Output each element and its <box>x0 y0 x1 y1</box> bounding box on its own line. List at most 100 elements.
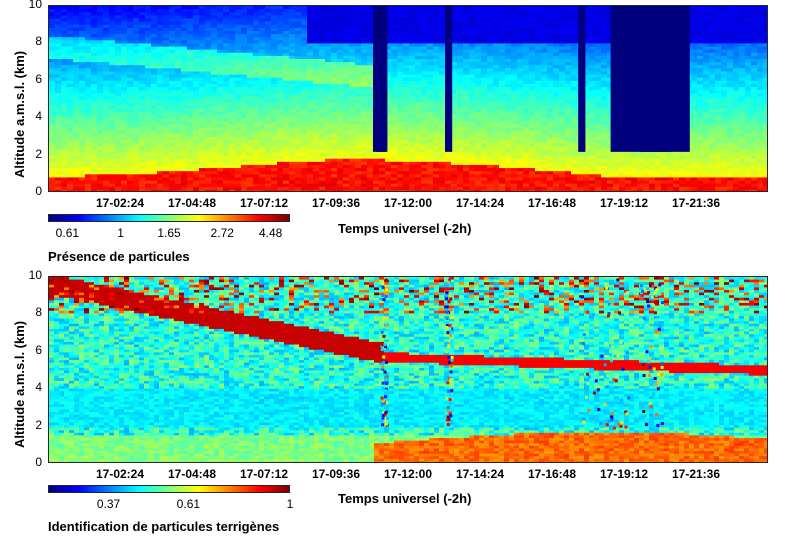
presence-cell <box>187 130 194 135</box>
presence-cell <box>307 189 314 191</box>
presence-cell <box>415 189 422 191</box>
presence-cell <box>49 58 56 63</box>
presence-cell <box>103 189 110 191</box>
presence-cell <box>361 171 368 175</box>
presence-cell <box>301 46 308 51</box>
presence-cell <box>475 77 482 82</box>
presence-cell <box>157 65 164 69</box>
presence-cell <box>55 52 62 57</box>
presence-cell <box>85 87 92 91</box>
presence-cell <box>283 108 290 113</box>
presence-cell <box>145 111 152 116</box>
presence-cell <box>535 58 542 63</box>
presence-cell <box>403 99 410 104</box>
presence-cell <box>457 105 464 110</box>
presence-cell <box>259 12 266 16</box>
presence-cell <box>535 96 542 101</box>
presence-cell <box>469 143 476 147</box>
presence-cell <box>295 140 302 144</box>
presence-cell <box>127 149 134 154</box>
presence-cell <box>535 136 542 141</box>
presence-cell <box>217 43 224 48</box>
presence-cell <box>487 55 494 60</box>
presence-cell <box>499 52 506 57</box>
presence-cell <box>427 130 434 135</box>
presence-cell <box>487 46 494 51</box>
presence-cell <box>265 121 272 126</box>
presence-cell <box>73 96 80 101</box>
presence-cell <box>271 46 278 51</box>
presence-cell <box>151 40 158 44</box>
presence-cell <box>349 68 356 73</box>
presence-cell <box>499 124 506 129</box>
presence-cell <box>337 83 344 88</box>
presence-cell <box>211 111 218 116</box>
presence-cell <box>163 146 170 150</box>
presence-cell <box>61 168 68 172</box>
presence-cell <box>283 146 290 150</box>
presence-cell <box>181 9 188 13</box>
presence-cell <box>127 9 134 13</box>
presence-cell <box>493 83 500 88</box>
presence-cell <box>499 43 506 48</box>
presence-cell <box>331 143 338 147</box>
presence-cell <box>133 55 140 60</box>
presence-cell <box>487 186 494 191</box>
presence-cell <box>529 127 536 132</box>
presence-cell <box>475 130 482 135</box>
presence-cell <box>499 155 506 160</box>
presence-cell <box>229 37 236 41</box>
presence-cell <box>409 52 416 57</box>
presence-cell <box>397 177 404 182</box>
presence-cell <box>463 136 470 141</box>
presence-cell <box>61 127 68 132</box>
presence-cell <box>355 124 362 129</box>
presence-cell <box>217 189 224 191</box>
presence-cell <box>259 140 266 144</box>
presence-cell <box>409 93 416 97</box>
presence-cell <box>451 74 458 79</box>
presence-cell <box>253 77 260 82</box>
presence-cell <box>139 111 146 116</box>
presence-cell <box>415 149 422 154</box>
presence-cell <box>73 74 80 79</box>
presence-cell <box>259 130 266 135</box>
presence-cell <box>73 108 80 113</box>
presence-cell <box>475 18 482 23</box>
presence-cell <box>415 146 422 150</box>
presence-cell <box>421 171 428 175</box>
presence-cell <box>181 186 188 191</box>
presence-cell <box>391 68 398 73</box>
presence-cell <box>157 6 164 10</box>
presence-cell <box>61 96 68 101</box>
presence-cell <box>85 58 92 63</box>
presence-cell <box>115 161 122 166</box>
presence-cell <box>325 83 332 88</box>
presence-cell <box>181 105 188 110</box>
presence-cell <box>475 143 482 147</box>
presence-cell <box>199 37 206 41</box>
presence-cell <box>259 124 266 129</box>
presence-cell <box>115 34 122 38</box>
presence-cell <box>343 46 350 51</box>
presence-cell <box>421 15 428 20</box>
presence-cell <box>139 18 146 23</box>
presence-cell <box>457 46 464 51</box>
presence-cell <box>415 111 422 116</box>
presence-cell <box>415 136 422 141</box>
presence-cell <box>337 96 344 101</box>
presence-cell <box>277 124 284 129</box>
presence-cell <box>151 127 158 132</box>
presence-cell <box>253 40 260 44</box>
presence-cell <box>283 27 290 32</box>
presence-cell <box>223 43 230 48</box>
presence-cell <box>157 140 164 144</box>
presence-cell <box>235 52 242 57</box>
presence-cell <box>499 111 506 116</box>
presence-cell <box>427 21 434 26</box>
presence-cell <box>547 12 554 16</box>
presence-cell <box>229 99 236 104</box>
presence-cell <box>55 186 62 191</box>
presence-cell <box>529 146 536 150</box>
presence-cell <box>481 12 488 16</box>
